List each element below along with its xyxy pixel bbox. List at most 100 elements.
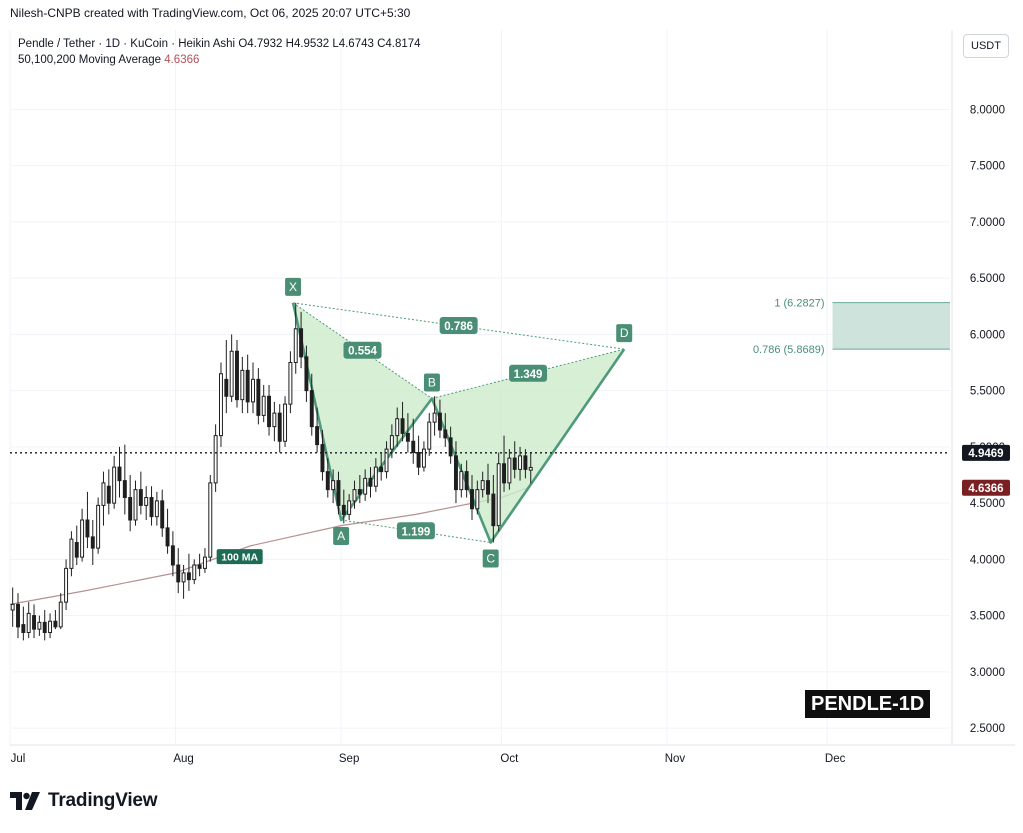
price-tick-label: 7.5000 xyxy=(970,161,1005,173)
candle xyxy=(90,520,95,565)
candle-body xyxy=(261,395,266,416)
candle xyxy=(224,340,229,414)
legend-ma-row: 50,100,200 Moving Average 4.6366 xyxy=(18,52,421,68)
currency-button[interactable]: USDT xyxy=(963,34,1009,58)
pattern-triangle-bcd xyxy=(431,349,625,543)
pattern-point-label-bg xyxy=(333,527,350,545)
candle-body xyxy=(37,621,42,630)
candle-body xyxy=(32,615,37,630)
candle xyxy=(58,593,63,630)
candle xyxy=(80,508,85,562)
candle-body xyxy=(53,620,58,628)
candle-body xyxy=(165,527,170,547)
candle xyxy=(133,480,138,526)
candle-body xyxy=(347,500,352,515)
candle xyxy=(357,475,362,504)
candle xyxy=(261,385,266,423)
time-tick-label: Nov xyxy=(665,753,686,765)
candle-body xyxy=(101,482,106,506)
candle-body xyxy=(437,412,442,431)
candle-body xyxy=(421,448,426,468)
candle xyxy=(453,441,458,504)
candle-body xyxy=(202,556,207,569)
candle xyxy=(283,396,288,447)
price-axis[interactable]: 8.00007.50007.00006.50006.00005.50005.00… xyxy=(951,30,1010,745)
candle-body xyxy=(218,373,223,437)
candle xyxy=(480,471,485,498)
candle-body xyxy=(470,489,474,510)
candle-body xyxy=(144,497,149,506)
candle xyxy=(336,471,341,515)
candle xyxy=(53,610,58,630)
candle xyxy=(523,449,528,479)
candle xyxy=(256,368,261,425)
candle xyxy=(160,489,165,537)
candle-body xyxy=(502,463,507,484)
candle-body xyxy=(64,567,69,603)
candle-body xyxy=(336,480,341,506)
candle-body xyxy=(58,601,63,628)
candle xyxy=(347,494,352,520)
candle-body xyxy=(277,412,282,442)
candle xyxy=(448,426,453,464)
pattern-point-label-bg xyxy=(482,549,499,568)
candle-body xyxy=(459,471,464,491)
price-tick-label: 5.5000 xyxy=(970,386,1005,398)
candle-body xyxy=(384,448,389,473)
pattern-point-label-bg xyxy=(423,373,440,392)
candle-body xyxy=(267,395,272,428)
candle xyxy=(251,362,255,414)
candle xyxy=(416,435,421,475)
price-tick-label: 6.5000 xyxy=(970,273,1005,285)
candle xyxy=(443,413,448,447)
candle-body xyxy=(213,435,218,484)
candle-body xyxy=(491,493,496,527)
ratio-label: 0.554 xyxy=(348,346,377,358)
candle xyxy=(245,354,250,414)
candle xyxy=(512,441,517,479)
candle-body xyxy=(186,572,191,581)
target-level-label: 1 (6.2827) xyxy=(774,298,824,310)
candle xyxy=(427,413,432,456)
candle-body xyxy=(368,477,373,487)
pattern-triangle-xab xyxy=(293,302,432,520)
last-price-badge-text: 4.9469 xyxy=(968,448,1003,460)
price-tick-label: 3.5000 xyxy=(970,611,1005,623)
candle-body xyxy=(283,403,288,442)
candle xyxy=(37,615,42,636)
time-tick-label: Jul xyxy=(11,753,26,765)
candle xyxy=(117,446,122,498)
candle-body xyxy=(138,489,143,506)
candle-body xyxy=(251,378,255,403)
candle xyxy=(288,351,293,414)
candle-body xyxy=(341,504,346,515)
candle xyxy=(202,548,207,573)
candle-body xyxy=(69,538,74,569)
tradingview-logo-icon xyxy=(10,792,40,810)
tradingview-logo[interactable]: TradingView xyxy=(10,790,158,812)
time-axis[interactable]: Jul Aug Sep Oct Nov Dec xyxy=(10,744,1015,765)
candle xyxy=(149,486,154,526)
candle-body xyxy=(154,500,159,518)
legend-symbol[interactable]: Pendle / Tether · 1D · KuCoin · Heikin A… xyxy=(18,38,236,50)
candle xyxy=(496,452,501,532)
candle xyxy=(192,559,197,585)
candle-body xyxy=(416,452,421,468)
target-zone-box xyxy=(832,302,950,350)
candle xyxy=(42,610,47,641)
candle xyxy=(170,531,175,577)
candle-body xyxy=(357,489,362,495)
legend-ma-label[interactable]: 50,100,200 Moving Average xyxy=(18,54,162,66)
pattern-point-label: B xyxy=(428,376,436,390)
symbol-badge: PENDLE-1D xyxy=(805,690,931,718)
candle xyxy=(138,471,143,515)
candle xyxy=(464,460,469,498)
candle xyxy=(341,489,346,524)
ratio-label: 0.786 xyxy=(444,321,473,333)
candle-body xyxy=(48,620,53,633)
candle-body xyxy=(128,497,133,521)
candle-body xyxy=(315,426,320,446)
candle-body xyxy=(448,437,453,457)
candle-body xyxy=(389,435,394,450)
